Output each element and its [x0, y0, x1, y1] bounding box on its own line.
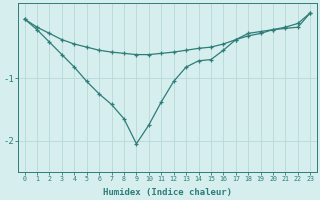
X-axis label: Humidex (Indice chaleur): Humidex (Indice chaleur) [103, 188, 232, 197]
